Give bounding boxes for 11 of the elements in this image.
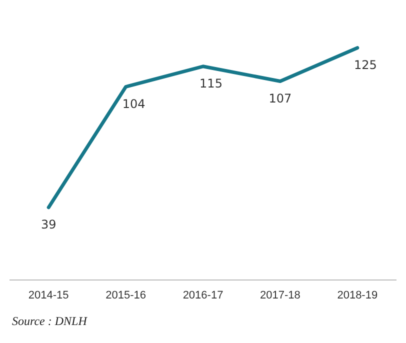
x-tick-label: 2014-15 xyxy=(28,289,69,302)
data-label: 115 xyxy=(200,76,222,91)
x-tick-label: 2018-19 xyxy=(337,289,378,302)
x-tick-label: 2016-17 xyxy=(182,289,224,302)
data-label: 107 xyxy=(268,91,292,106)
data-label: 125 xyxy=(354,58,377,72)
x-tick-label: 2015-16 xyxy=(106,289,146,302)
data-label: 39 xyxy=(40,218,56,232)
x-tick-label: 2017-18 xyxy=(260,289,300,302)
source-note: Source : DNLH xyxy=(12,314,87,329)
data-label: 104 xyxy=(122,96,146,111)
